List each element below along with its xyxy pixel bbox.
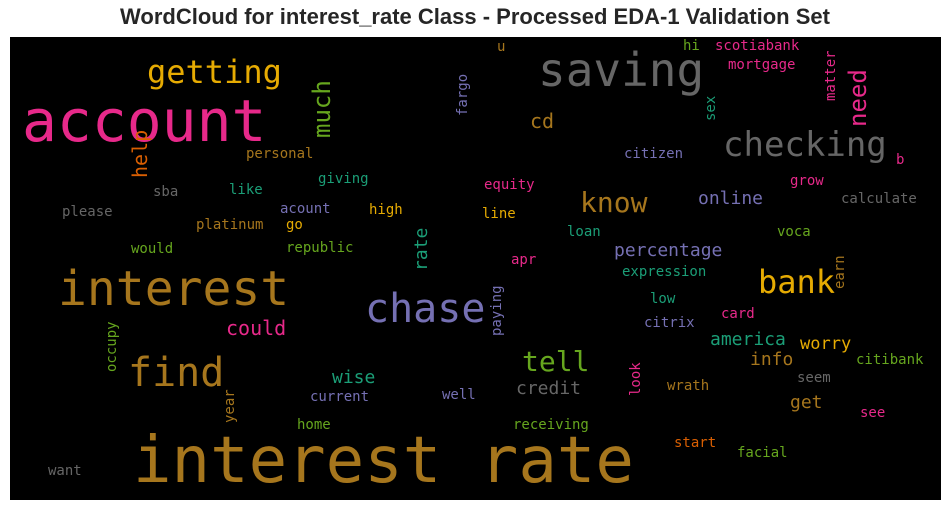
word-republic: republic bbox=[286, 240, 354, 256]
word-citrix: citrix bbox=[644, 315, 695, 331]
word-go: go bbox=[286, 217, 303, 233]
word-worry: worry bbox=[800, 334, 852, 354]
word-expression: expression bbox=[622, 264, 707, 280]
word-sba: sba bbox=[153, 184, 179, 200]
word-info: info bbox=[750, 349, 794, 370]
word-matter: matter bbox=[823, 50, 839, 101]
chart-title: WordCloud for interest_rate Class - Proc… bbox=[120, 4, 830, 29]
word-checking: checking bbox=[723, 125, 887, 165]
word-america: america bbox=[710, 329, 786, 350]
word-online: online bbox=[698, 188, 764, 209]
word-bank: bank bbox=[758, 263, 836, 301]
word-facial: facial bbox=[737, 445, 788, 461]
word-well: well bbox=[442, 387, 476, 403]
word-chase: chase bbox=[365, 286, 486, 332]
word-need: need bbox=[844, 69, 872, 127]
word-get: get bbox=[790, 392, 823, 413]
word-look: look bbox=[628, 362, 644, 396]
word-account: account bbox=[22, 87, 267, 155]
word-seem: seem bbox=[797, 370, 831, 386]
word-voca: voca bbox=[777, 224, 811, 240]
word-credit: credit bbox=[516, 378, 582, 399]
word-occupy: occupy bbox=[104, 321, 120, 372]
word-sex: sex bbox=[703, 95, 719, 121]
word-getting: getting bbox=[147, 53, 282, 91]
word-low: low bbox=[650, 291, 676, 307]
word-personal: personal bbox=[246, 146, 314, 162]
word-rate: rate bbox=[411, 227, 432, 271]
word-high: high bbox=[369, 202, 403, 218]
word-please: please bbox=[62, 204, 113, 220]
word-scotiabank: scotiabank bbox=[715, 38, 800, 54]
word-cloud: interest rate account saving interest chase c… bbox=[10, 37, 941, 500]
word-find: find bbox=[128, 350, 225, 396]
word-see: see bbox=[860, 405, 886, 421]
word-cd: cd bbox=[530, 109, 555, 133]
word-loan: loan bbox=[567, 224, 601, 240]
word-citizen: citizen bbox=[624, 146, 684, 162]
word-card: card bbox=[721, 306, 755, 322]
word-grow: grow bbox=[790, 173, 824, 189]
word-b: b bbox=[896, 152, 905, 168]
word-like: like bbox=[229, 182, 263, 198]
word-help: help bbox=[128, 129, 152, 178]
word-saving: saving bbox=[538, 43, 705, 97]
word-would: would bbox=[131, 241, 174, 257]
word-paying: paying bbox=[489, 285, 505, 336]
word-home: home bbox=[297, 417, 331, 433]
word-want: want bbox=[48, 463, 82, 479]
word-acount: acount bbox=[280, 201, 331, 217]
word-much: much bbox=[308, 80, 336, 138]
word-apr: apr bbox=[511, 252, 537, 268]
word-know: know bbox=[580, 186, 648, 219]
word-giving: giving bbox=[318, 171, 369, 187]
word-earn: earn bbox=[832, 255, 848, 289]
word-calculate: calculate bbox=[841, 191, 917, 207]
word-receiving: receiving bbox=[513, 417, 589, 433]
word-percentage: percentage bbox=[614, 240, 723, 261]
word-platinum: platinum bbox=[196, 217, 264, 233]
word-current: current bbox=[310, 389, 370, 405]
word-tell: tell bbox=[522, 345, 590, 378]
word-could: could bbox=[226, 316, 287, 340]
word-equity: equity bbox=[484, 177, 535, 193]
word-line: line bbox=[482, 206, 516, 222]
word-u: u bbox=[497, 39, 506, 55]
word-interest-rate: interest rate bbox=[133, 424, 634, 498]
word-start: start bbox=[674, 435, 717, 451]
word-interest: interest bbox=[58, 261, 290, 317]
word-wise: wise bbox=[332, 367, 376, 388]
word-mortgage: mortgage bbox=[728, 57, 796, 73]
word-year: year bbox=[222, 389, 238, 423]
word-citibank: citibank bbox=[856, 352, 924, 368]
word-fargo: fargo bbox=[455, 73, 471, 116]
word-wrath: wrath bbox=[667, 378, 710, 394]
word-hi: hi bbox=[683, 38, 700, 54]
